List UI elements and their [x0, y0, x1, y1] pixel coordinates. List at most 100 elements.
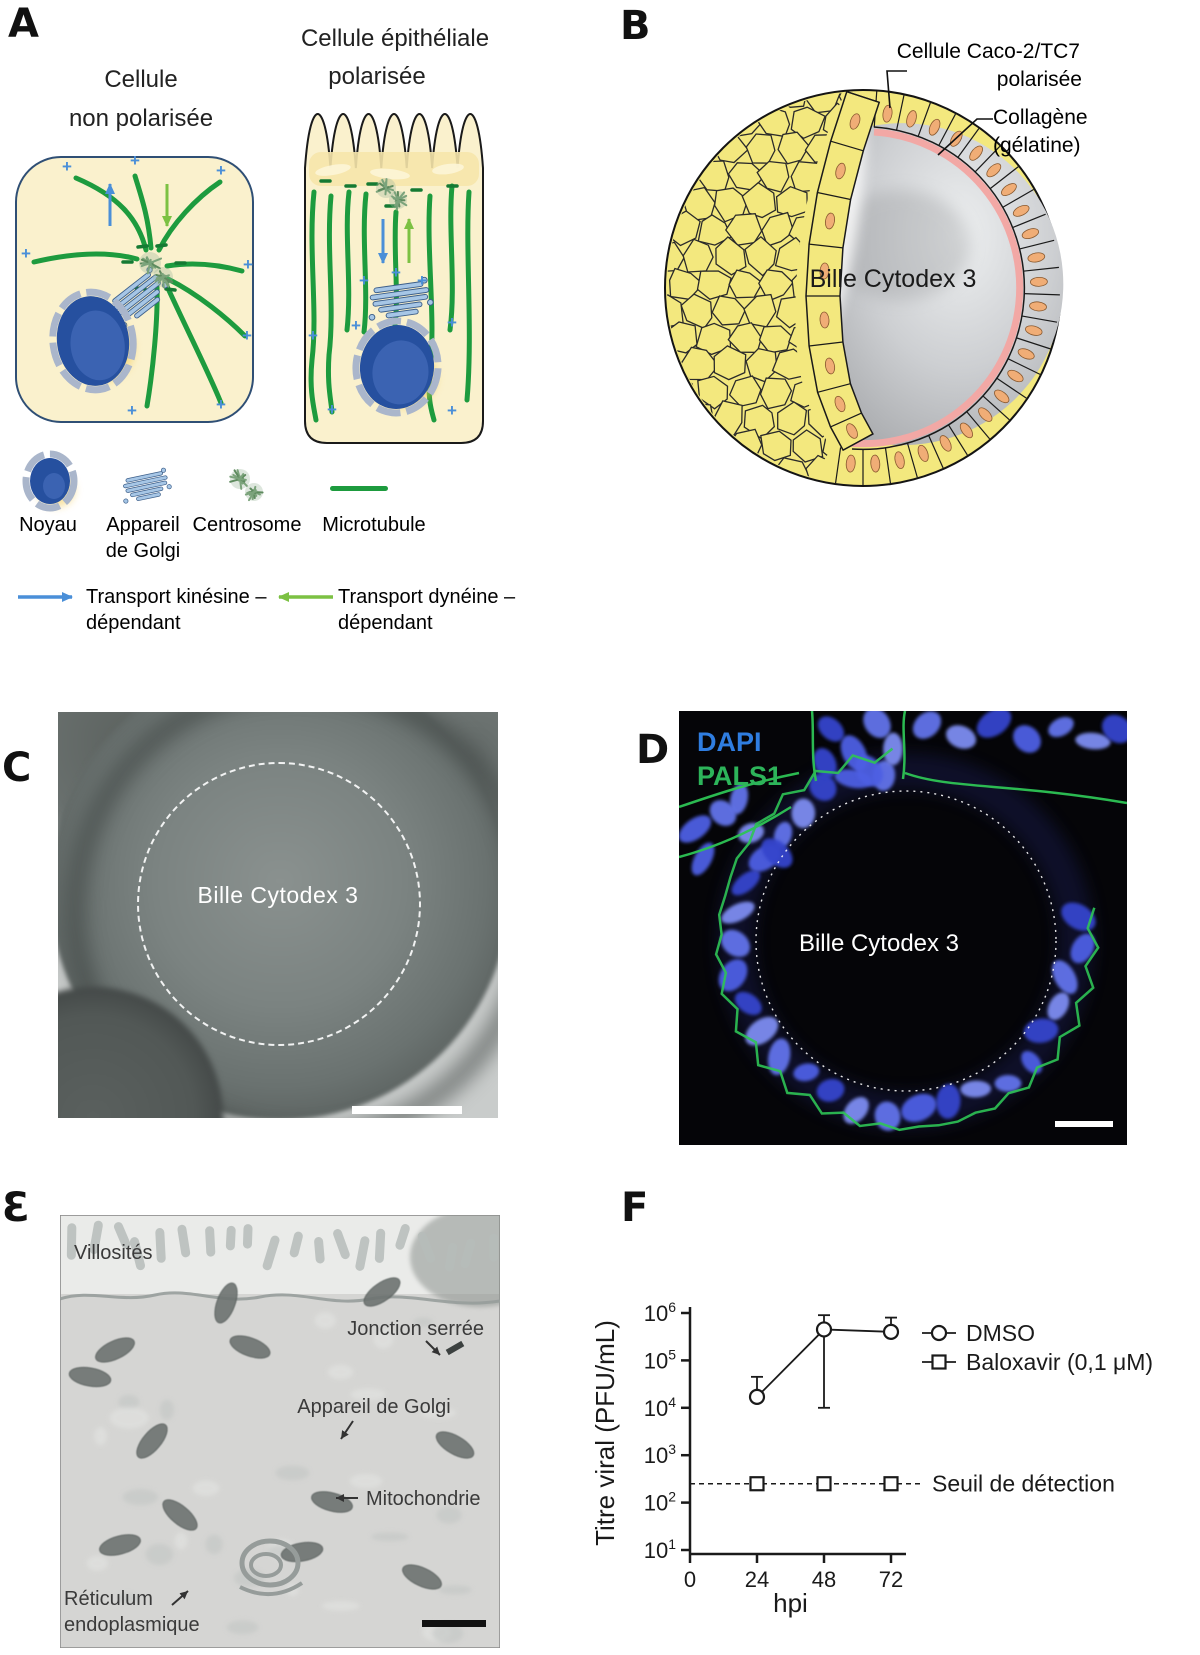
x-tick-label: 24 [745, 1567, 769, 1592]
x-tick-label: 48 [812, 1567, 836, 1592]
organelles [352, 178, 442, 417]
microtubules [308, 183, 472, 423]
reticulum-label-line2: endoplasmique [64, 1614, 200, 1636]
svg-text:+: + [308, 326, 318, 345]
legend-entry: DMSO [922, 1320, 1035, 1346]
centrosome [153, 267, 174, 289]
golgi-arrow [340, 1420, 354, 1440]
chart-axes: 101 102 103 104 105 106 0 24 48 72 [644, 1299, 906, 1592]
legend-centrosome: Centrosome [193, 514, 302, 536]
legend-label: Baloxavir (0,1 μM) [966, 1349, 1153, 1375]
nucleus [22, 450, 78, 512]
y-tick-label: 106 [644, 1299, 676, 1326]
centrosome [244, 483, 264, 502]
svg-text:+: + [327, 400, 337, 419]
svg-text:+: + [216, 395, 226, 414]
microtubule-icon [330, 486, 388, 491]
panel-label-e: Ɛ [2, 1185, 30, 1231]
legend-microtubule: Microtubule [322, 514, 425, 536]
pals1-label: PALS1 [697, 761, 782, 791]
svg-text:+: + [359, 271, 369, 290]
y-tick-label: 102 [644, 1489, 676, 1516]
svg-text:+: + [62, 157, 72, 176]
minus-end-marks [319, 179, 459, 208]
svg-text:+: + [21, 244, 31, 263]
bead-label: Bille Cytodex 3 [799, 930, 959, 957]
panel-label-c: C [2, 745, 32, 791]
svg-text:+: + [417, 271, 427, 290]
apical-band [309, 152, 479, 186]
organelles [49, 252, 174, 394]
caco-label-line1: Cellule Caco-2/TC7 [897, 40, 1080, 63]
svg-text:+: + [351, 316, 361, 335]
plus-end-signs: + + + + + + + + [308, 263, 457, 420]
golgi-label: Appareil de Golgi [297, 1396, 450, 1418]
cell-ring-inner-edge [851, 126, 1026, 451]
jonction-arrow [425, 1340, 441, 1356]
dynein-label-line1: Transport dynéine – [338, 586, 516, 608]
svg-text:+: + [216, 161, 226, 180]
dapi-nuclei [679, 711, 1127, 1131]
panel-label-f: F [621, 1185, 649, 1231]
caco-label-line2: polarisée [997, 68, 1082, 91]
y-tick-label: 105 [644, 1346, 676, 1373]
electron-micrograph: Villosités Jonction serrée Appareil de G… [60, 1215, 500, 1648]
bead-dotted-outline [755, 790, 1057, 1092]
centrosome [139, 252, 163, 275]
scale-bar [352, 1106, 462, 1114]
centrosome [375, 178, 396, 198]
columnar-cell-ring [834, 91, 1060, 485]
panel-b-diagram: Cellule Caco-2/TC7 polarisée Collagène (… [664, 40, 1088, 487]
series-baloxavir [749, 1476, 899, 1492]
er-swirl [239, 1538, 304, 1597]
microvilli [66, 1220, 499, 1272]
collagen-leader-line [937, 118, 993, 156]
collagen-label-line1: Collagène [993, 106, 1088, 129]
polarized-cell: + + + + + + + + [304, 112, 484, 444]
meridian-cell-strip [805, 90, 881, 452]
pals1-outline [679, 711, 1127, 1132]
y-tick-label: 101 [644, 1536, 676, 1563]
centrosome [389, 191, 408, 211]
legend-icons [22, 450, 388, 512]
jonction-label: Jonction serrée [347, 1318, 484, 1340]
legend-golgi-line1: Appareil [106, 514, 179, 536]
kinesin-label-line1: Transport kinésine – [86, 586, 267, 608]
nucleus [49, 288, 137, 394]
nonpolarized-cell: + + + + + + + + [15, 151, 254, 423]
cell2-title-line1: Cellule épithéliale [301, 25, 489, 52]
panel-label-b: B [620, 3, 651, 49]
legend-noyau: Noyau [19, 514, 77, 536]
threshold-label: Seuil de détection [932, 1471, 1115, 1497]
legend-entry: Baloxavir (0,1 μM) [922, 1349, 1153, 1375]
cell1-title-line2: non polarisée [69, 105, 213, 132]
svg-text:+: + [127, 401, 137, 420]
series-dmso [748, 1314, 900, 1409]
brightfield-image: Bille Cytodex 3 [58, 712, 498, 1118]
tight-junction-structure [445, 1340, 465, 1356]
svg-text:+: + [242, 326, 252, 345]
bead-label: Bille Cytodex 3 [197, 882, 359, 908]
x-axis-label: hpi [773, 1588, 808, 1618]
golgi-apparatus [123, 467, 172, 504]
villosites-label: Villosités [74, 1242, 153, 1264]
reticulum-arrow [171, 1590, 189, 1606]
collagen-label-line2: (gélatine) [993, 134, 1081, 157]
reticulum-label-line1: Réticulum [64, 1588, 153, 1610]
microtubules [31, 173, 248, 409]
cell2-title-line2: polarisée [328, 63, 425, 90]
svg-text:+: + [447, 401, 457, 420]
golgi-apparatus [368, 276, 434, 321]
legend-golgi-line2: de Golgi [106, 540, 181, 562]
y-tick-label: 104 [644, 1394, 676, 1421]
fluorescence-image: DAPI PALS1 Bille Cytodex 3 [679, 711, 1127, 1145]
apical-membrane [60, 1291, 500, 1305]
plus-end-signs: + + + + + + + + [21, 151, 253, 420]
x-tick-label: 0 [684, 1567, 696, 1592]
cell1-title-line1: Cellule [104, 66, 177, 93]
bead-label: Bille Cytodex 3 [810, 265, 977, 293]
y-tick-label: 103 [644, 1441, 676, 1468]
scale-bar [1055, 1121, 1113, 1127]
bead-dashed-outline [137, 762, 421, 1046]
